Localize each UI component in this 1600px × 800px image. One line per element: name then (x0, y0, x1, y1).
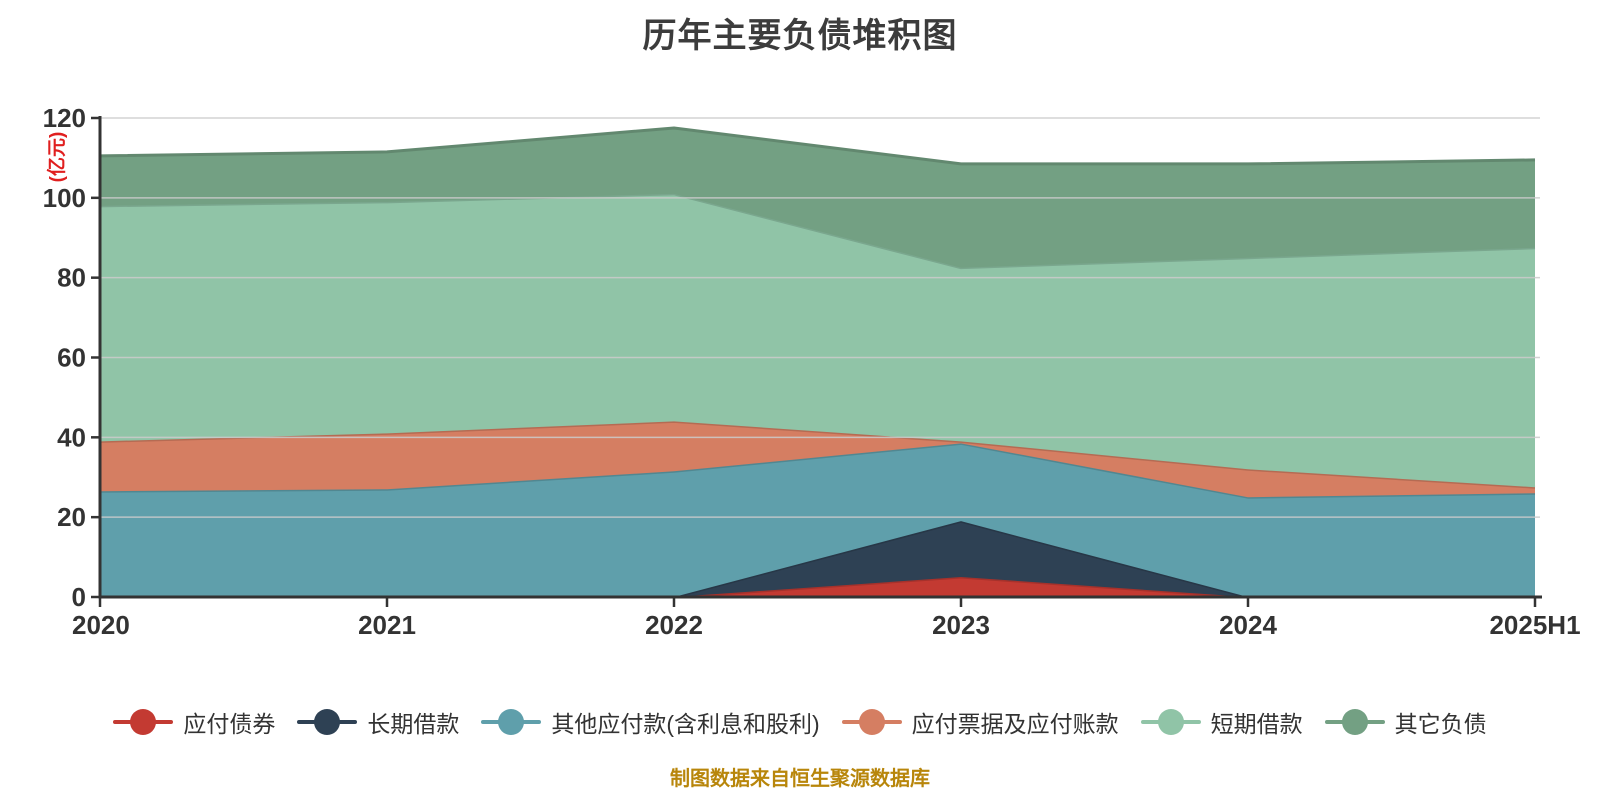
legend-marker-icon-other-payables (481, 708, 542, 736)
legend-marker-icon-long-term-loans (297, 708, 358, 736)
legend-marker-icon-bonds-payable (113, 708, 174, 736)
y-tick-label-20: 20 (57, 502, 86, 532)
legend-label-other-liabilities: 其它负债 (1394, 711, 1487, 737)
area-other-payables[interactable] (100, 443, 1535, 597)
legend-label-short-term-loans: 短期借款 (1210, 711, 1303, 737)
x-tick-label-2020: 2020 (72, 610, 130, 640)
x-tick-label-2021: 2021 (358, 610, 416, 640)
y-tick-label-80: 80 (57, 263, 86, 293)
legend-label-other-payables: 其他应付款(含利息和股利) (551, 711, 820, 737)
legend-marker-icon-notes-accounts-payable (841, 708, 902, 736)
line-other-liabilities (99, 126, 1536, 166)
x-tick-label-2025H1: 2025H1 (1489, 610, 1580, 640)
y-tick-label-100: 100 (43, 183, 86, 213)
data-source-note: 制图数据来自恒生聚源数据库 (670, 768, 930, 790)
chart-title: 历年主要负债堆积图 (642, 17, 958, 55)
line-notes-accounts-payable (99, 419, 1536, 489)
legend-dot-notes-accounts-payable (858, 709, 885, 735)
legend-item-other-liabilities[interactable]: 其它负债 (1324, 705, 1487, 739)
legend-item-short-term-loans[interactable]: 短期借款 (1140, 705, 1303, 739)
chart-legend: 应付债券 长期借款 其他应付款(含利息和股利) 应付票据及应付账款 短期借款 其它负债 (0, 704, 1600, 740)
legend-item-bonds-payable[interactable]: 应付债券 (113, 705, 275, 739)
legend-label-notes-accounts-payable: 应付票据及应付账款 (911, 711, 1119, 737)
legend-marker-icon-short-term-loans (1140, 708, 1201, 736)
legend-dot-other-liabilities (1341, 709, 1368, 735)
stacked-area-plot: 0 20 40 60 80 100 120 2020 2021 2022 2023 2024 2025H… (43, 103, 1581, 640)
x-tick-label-2022: 2022 (645, 610, 703, 640)
legend-item-notes-accounts-payable[interactable]: 应付票据及应付账款 (841, 705, 1119, 739)
area-short-term-loans[interactable] (100, 193, 1535, 488)
legend-dot-bonds-payable (130, 709, 157, 735)
legend-label-bonds-payable: 应付债券 (183, 711, 276, 737)
area-notes-accounts-payable[interactable] (100, 421, 1535, 498)
legend-dot-long-term-loans (314, 709, 341, 735)
legend-item-other-payables[interactable]: 其他应付款(含利息和股利) (481, 705, 820, 739)
y-tick-label-40: 40 (57, 422, 86, 452)
y-tick-label-60: 60 (57, 343, 86, 373)
x-tick-label-2023: 2023 (932, 610, 990, 640)
legend-dot-other-payables (498, 709, 525, 735)
legend-item-long-term-loans[interactable]: 长期借款 (297, 705, 459, 739)
y-tick-label-120: 120 (43, 103, 86, 133)
y-tick-label-0: 0 (72, 582, 86, 612)
x-tick-label-2024: 2024 (1219, 610, 1277, 640)
legend-marker-icon-other-liabilities (1324, 708, 1385, 736)
legend-label-long-term-loans: 长期借款 (367, 711, 460, 737)
legend-dot-short-term-loans (1157, 709, 1184, 735)
